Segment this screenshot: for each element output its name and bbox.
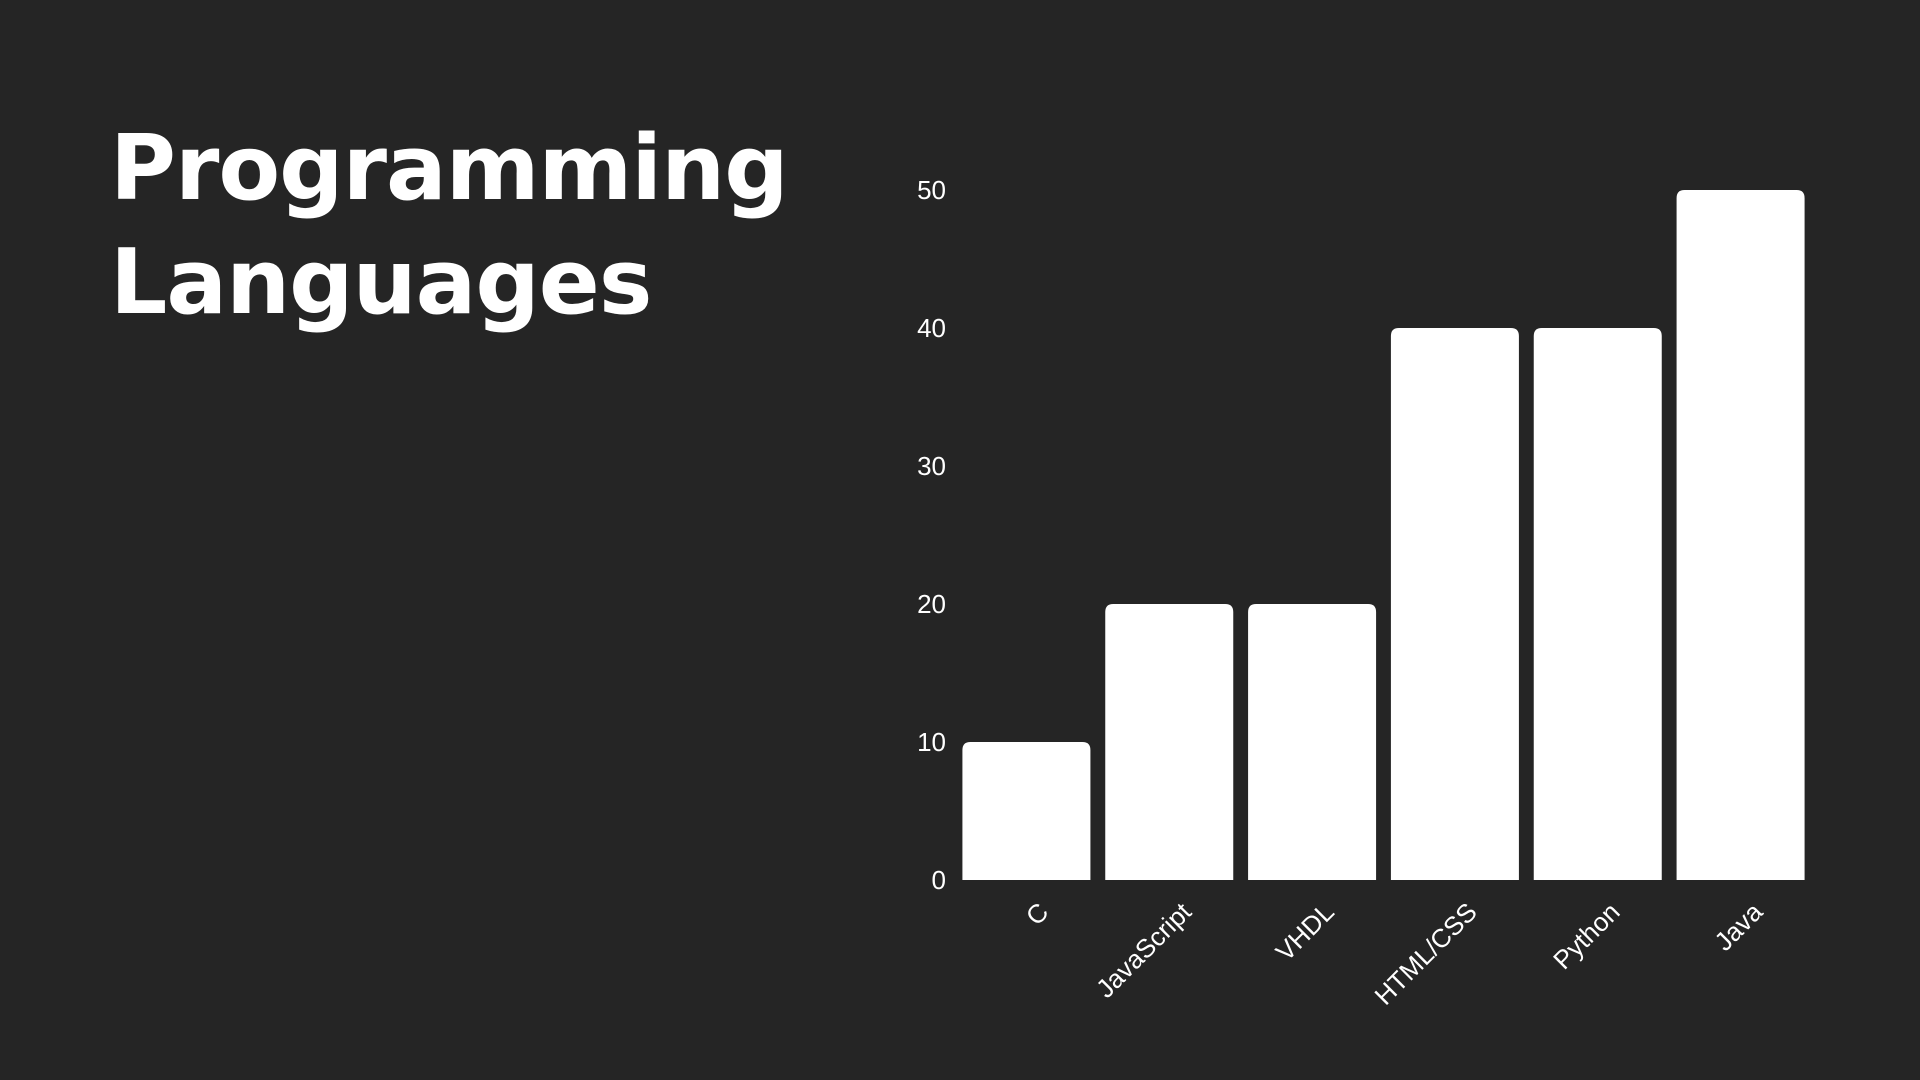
bar-vhdl — [1248, 604, 1377, 880]
x-category-label: VHDL — [1270, 897, 1340, 967]
y-tick-label: 40 — [917, 313, 946, 343]
x-category-label: HTML/CSS — [1369, 897, 1483, 1011]
y-axis-ticks: 0 10 20 30 40 50 — [917, 175, 946, 895]
bar-java — [1676, 190, 1805, 880]
x-category-label: Python — [1547, 897, 1625, 975]
bar-javascript — [1105, 604, 1234, 880]
x-category-label: Java — [1708, 896, 1768, 956]
slide-title: Programming Languages — [110, 112, 790, 340]
bar-html-css — [1390, 328, 1519, 880]
bar-python — [1533, 328, 1662, 880]
bar-c — [962, 742, 1091, 880]
x-axis-labels: C JavaScript VHDL HTML/CSS Python Java — [1020, 896, 1769, 1011]
y-tick-label: 30 — [917, 451, 946, 481]
x-category-label: C — [1020, 897, 1054, 931]
title-line-1: Programming — [110, 116, 789, 221]
x-category-label: JavaScript — [1090, 896, 1198, 1004]
y-tick-label: 10 — [917, 727, 946, 757]
y-tick-label: 20 — [917, 589, 946, 619]
y-tick-label: 0 — [932, 865, 946, 895]
title-line-2: Languages — [110, 230, 652, 335]
bars — [962, 190, 1805, 880]
y-tick-label: 50 — [917, 175, 946, 205]
